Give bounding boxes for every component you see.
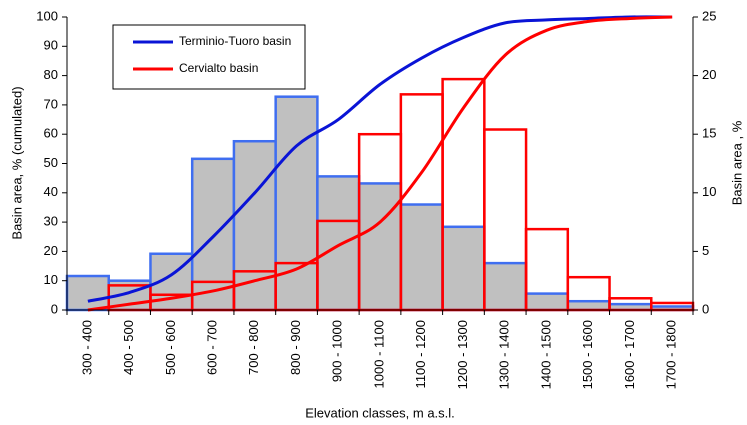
bar <box>399 203 444 312</box>
y-tick-label: 50 <box>44 155 58 170</box>
x-tick-label: 1700 - 1800 <box>664 320 679 389</box>
y2-tick-label: 20 <box>702 67 716 82</box>
x-tick-label: 1500 - 1600 <box>580 320 595 389</box>
bar <box>483 261 528 312</box>
y-tick-label: 20 <box>44 243 58 258</box>
bar <box>357 182 403 312</box>
x-tick-label: 300 - 400 <box>79 320 94 375</box>
y-tick-label: 80 <box>44 67 58 82</box>
bar <box>274 95 319 312</box>
y-tick-label: 10 <box>44 272 58 287</box>
y2-axis-title: Basin area , % <box>729 120 744 205</box>
x-axis-title: Elevation classes, m a.s.l. <box>305 405 455 420</box>
y-tick-label: 100 <box>36 8 58 23</box>
bar <box>441 225 486 312</box>
x-tick-label: 800 - 900 <box>288 320 303 375</box>
y2-tick-label: 25 <box>702 8 716 23</box>
line <box>87 15 673 312</box>
legend-box <box>112 24 306 90</box>
legend-label: Terminio-Tuoro basin <box>179 34 291 48</box>
x-tick-label: 500 - 600 <box>163 320 178 375</box>
legend-label: Cervialto basin <box>179 61 258 75</box>
y2-tick-label: 15 <box>702 126 716 141</box>
x-tick-label: 1600 - 1700 <box>622 320 637 389</box>
x-tick-label: 600 - 700 <box>205 320 220 375</box>
x-tick-label: 1000 - 1100 <box>371 320 386 388</box>
y-tick-label: 0 <box>51 301 58 316</box>
x-tick-label: 1300 - 1400 <box>497 320 512 389</box>
x-tick-label: 700 - 800 <box>246 320 261 375</box>
y2-tick-label: 5 <box>702 243 709 258</box>
y-tick-label: 30 <box>44 214 58 229</box>
y-tick-label: 60 <box>44 126 58 141</box>
x-tick-label: 1100 - 1200 <box>413 320 428 388</box>
bar <box>316 175 361 312</box>
y-tick-label: 90 <box>44 38 58 53</box>
y-tick-label: 40 <box>44 184 58 199</box>
x-tick-label: 1400 - 1500 <box>538 320 553 389</box>
bar <box>65 274 110 312</box>
y2-tick-label: 0 <box>702 301 709 316</box>
x-tick-label: 400 - 500 <box>121 320 136 375</box>
x-tick-label: 900 - 1000 <box>330 320 345 382</box>
bar <box>566 299 611 312</box>
y-axis-title: Basin area, % (cumulated) <box>9 86 24 239</box>
y2-tick-label: 10 <box>702 184 716 199</box>
x-tick-label: 1200 - 1300 <box>455 320 470 389</box>
bar <box>524 292 570 312</box>
line <box>87 15 673 303</box>
y-tick-label: 70 <box>44 96 58 111</box>
